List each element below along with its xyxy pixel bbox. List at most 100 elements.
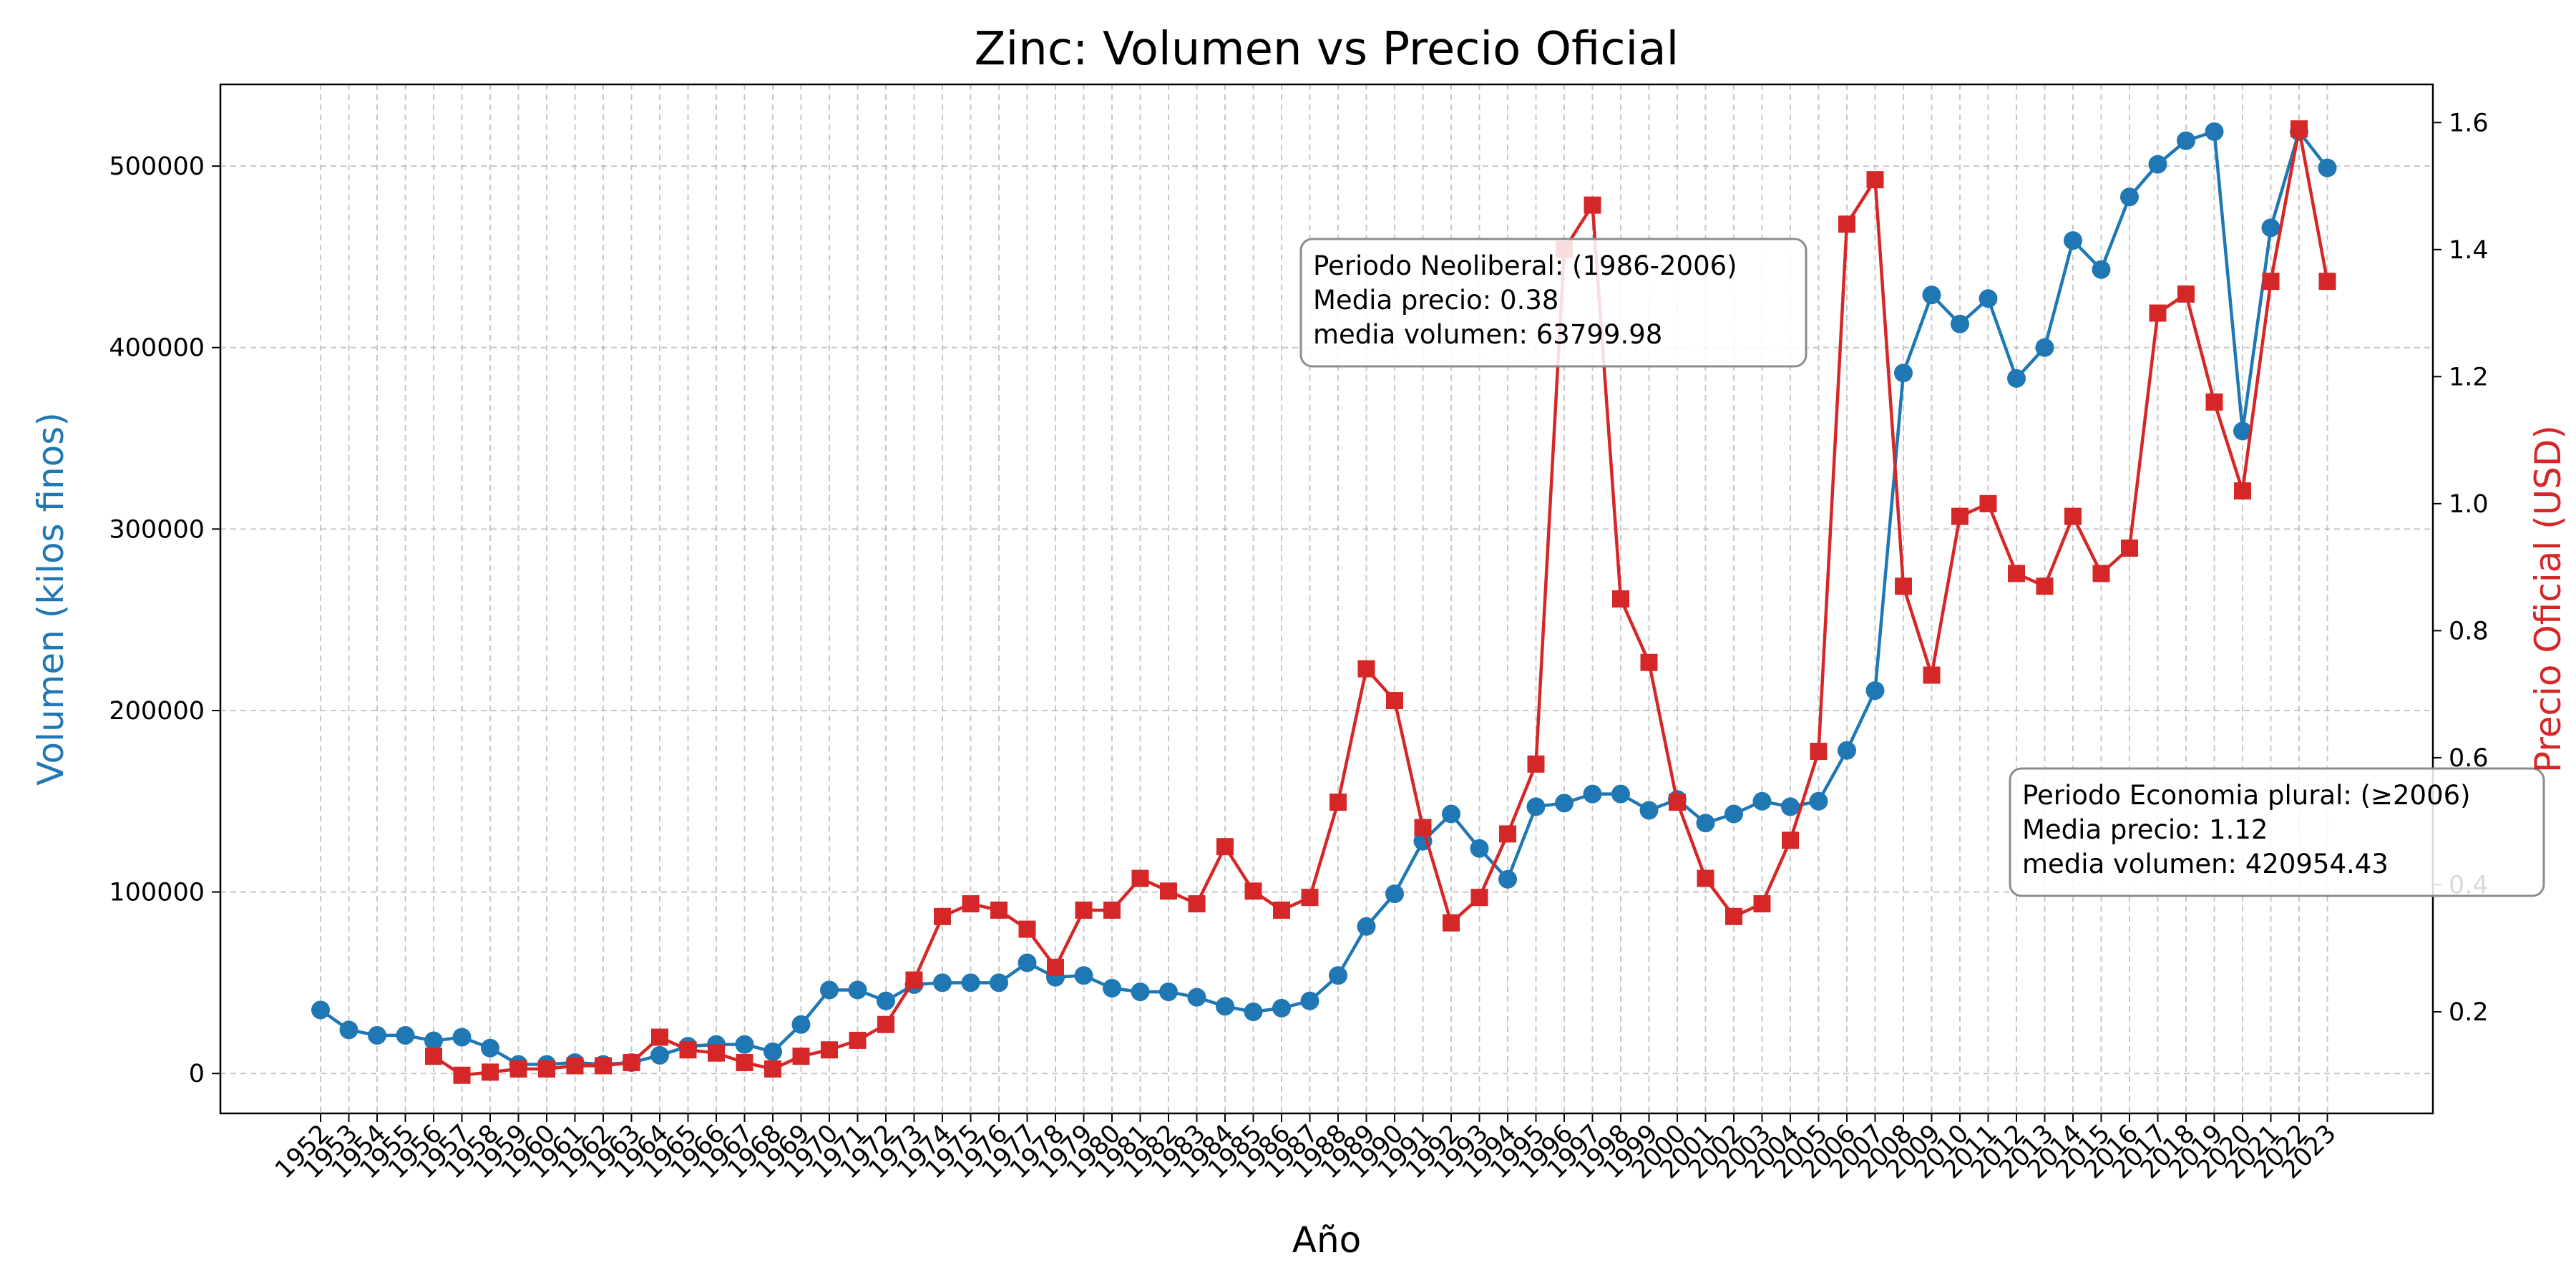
y2-tick-label: 1.4 <box>2449 236 2489 265</box>
series-2-point <box>679 1041 697 1059</box>
y-tick-label: 100000 <box>109 879 205 907</box>
series-2-point <box>2149 304 2167 322</box>
series-2-point <box>1499 825 1516 843</box>
series-1-point <box>1187 987 1206 1007</box>
y-axis-title: Volumen (kilos finos) <box>30 412 72 786</box>
series-2-point <box>1640 653 1658 671</box>
series-2-point <box>1244 882 1262 900</box>
series-2-point <box>1075 901 1093 919</box>
series-1-point <box>1159 982 1178 1002</box>
series-2-point <box>2177 285 2195 303</box>
series-1-point <box>1357 917 1376 936</box>
series-1-point <box>1131 982 1150 1002</box>
y2-tick-label: 0.8 <box>2449 617 2489 645</box>
series-1-point <box>311 1000 330 1020</box>
series-2-point <box>2121 539 2138 557</box>
series-1-point <box>2261 218 2280 238</box>
series-1-point <box>1216 997 1234 1016</box>
grid-layer <box>220 84 2433 1113</box>
series-2-point <box>482 1063 499 1081</box>
series-1-point <box>961 973 980 992</box>
series-2-point <box>1669 794 1686 811</box>
series-2-point <box>736 1053 753 1071</box>
y2-tick-label: 1.0 <box>2449 490 2489 519</box>
axes-layer: 1952195319541955195619571958195919601961… <box>109 109 2488 1184</box>
series-1-point <box>1611 784 1630 804</box>
series-2-point <box>990 901 1008 919</box>
series-2-point <box>1782 831 1799 849</box>
series-2-point <box>905 971 923 989</box>
series-2-point <box>425 1048 442 1065</box>
annotation-1-line: media volumen: 63799.98 <box>1313 319 1662 350</box>
series-2-point <box>1216 838 1234 856</box>
series-2-point <box>792 1048 810 1065</box>
series-1-point <box>2318 158 2337 177</box>
series-1-point <box>2205 122 2224 141</box>
series-1-point <box>650 1045 669 1065</box>
series-1-point <box>1244 1002 1263 1021</box>
series-1-point <box>2092 260 2111 279</box>
series-2-point <box>764 1060 781 1078</box>
series-1-point <box>1979 289 1998 308</box>
series-2-point <box>849 1031 867 1049</box>
series-1-point <box>1498 869 1517 889</box>
series-2-point <box>566 1057 584 1075</box>
series-2-point <box>1386 692 1403 710</box>
series-1-point <box>735 1035 754 1054</box>
series-2-point <box>1612 590 1629 608</box>
series-2-point <box>453 1066 471 1084</box>
series-2-point <box>708 1044 725 1062</box>
y2-tick-label: 0.2 <box>2449 998 2489 1027</box>
y2-tick-label: 1.6 <box>2449 109 2489 137</box>
series-2-point <box>509 1060 527 1078</box>
annotation-box-1 <box>1299 238 1807 368</box>
series-1-point <box>2007 369 2026 388</box>
plot-frame <box>219 83 2434 1115</box>
series-1-point <box>848 980 867 1000</box>
series-2-point <box>2290 120 2308 138</box>
y-tick-label: 200000 <box>109 697 205 726</box>
series-1-point <box>1781 797 1800 816</box>
series-1-point <box>933 973 952 992</box>
annotation-box-2 <box>2009 767 2545 897</box>
series-1-point <box>763 1042 782 1061</box>
series-2-point <box>1951 507 1968 525</box>
series-1-point <box>877 991 895 1010</box>
series-1-point <box>2035 338 2054 357</box>
series-1-point <box>2177 131 2195 150</box>
series-1-point <box>1922 286 1941 305</box>
series-2-point <box>1357 660 1375 678</box>
series-1-point <box>791 1015 811 1034</box>
series-1-point <box>1442 804 1460 824</box>
series-2-point <box>1753 895 1771 913</box>
series-2-point <box>1810 743 1828 761</box>
series-1-point <box>1894 364 1913 383</box>
series-2-point <box>623 1053 640 1071</box>
series-2-point <box>1103 901 1121 919</box>
y-tick-label: 300000 <box>109 515 205 544</box>
series-1-point <box>1272 998 1291 1018</box>
series-2-point <box>2064 507 2082 525</box>
series-1-point <box>396 1025 415 1045</box>
series-2-point <box>1725 907 1742 925</box>
series-2-point <box>2234 482 2251 500</box>
series-2-point <box>595 1057 612 1075</box>
series-2-point <box>962 895 980 913</box>
series-2-point <box>1301 889 1319 907</box>
series-2-point <box>1414 819 1432 836</box>
series-2-point <box>1047 958 1064 976</box>
series-2-point <box>1131 869 1149 887</box>
series-layer <box>311 120 2337 1084</box>
annotation-2-line: media volumen: 420954.43 <box>2022 849 2389 879</box>
y2-tick-label: 1.2 <box>2449 363 2489 391</box>
series-1-point <box>1696 814 1715 833</box>
series-1-point <box>2064 231 2082 250</box>
series-2-point <box>934 907 951 925</box>
series-1-point <box>1951 314 1969 333</box>
y-tick-label: 0 <box>189 1060 205 1088</box>
series-1-point <box>2148 155 2167 174</box>
series-2-point <box>2008 565 2025 582</box>
series-2-point <box>1188 895 1206 913</box>
series-1-point <box>1103 979 1121 998</box>
